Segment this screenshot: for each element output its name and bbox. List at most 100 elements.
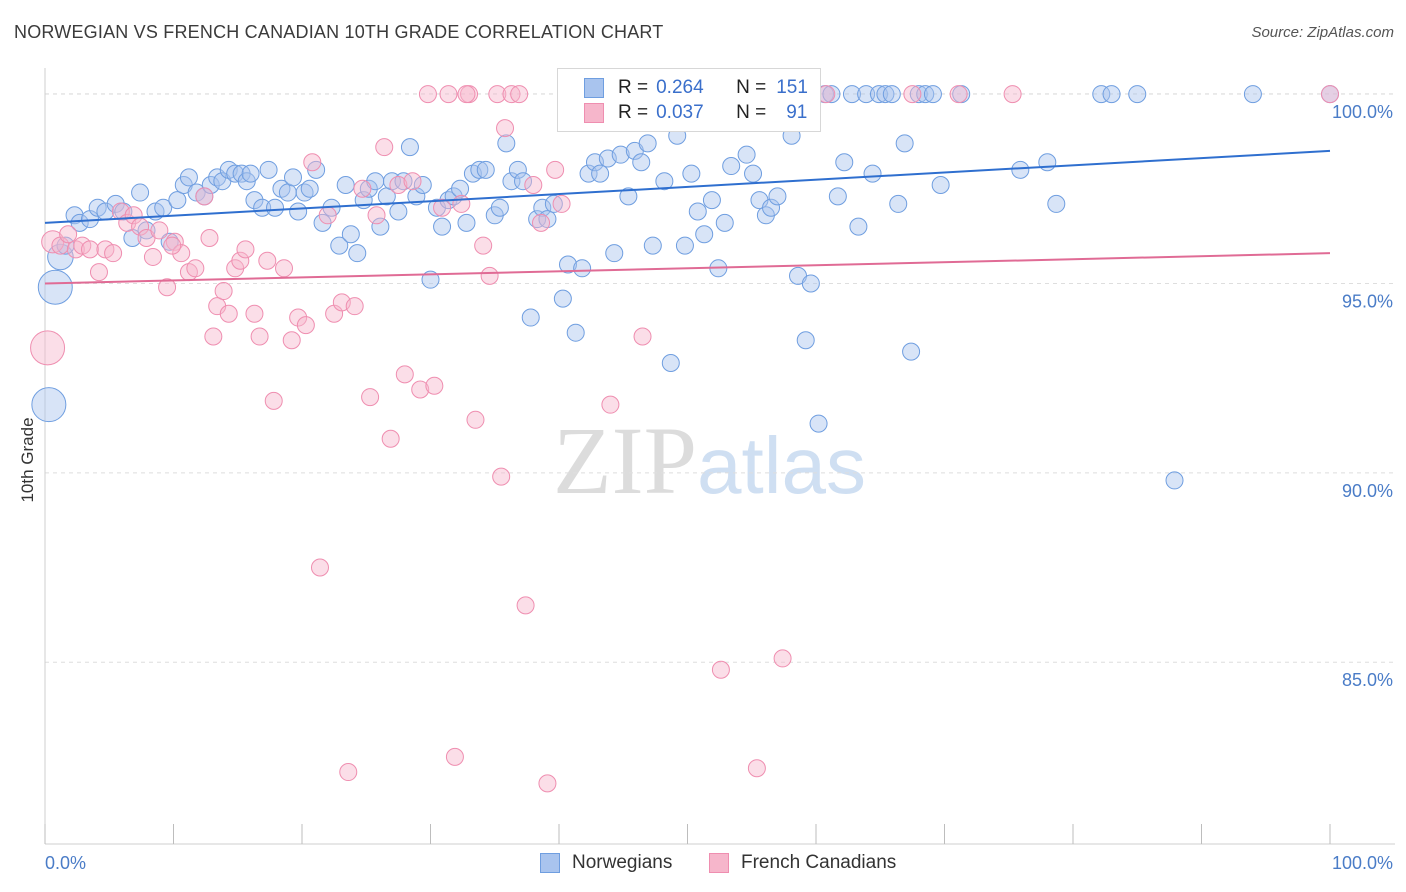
legend-label-french-canadians: French Canadians xyxy=(741,852,897,873)
r-value: 0.264 xyxy=(656,77,704,98)
norwegian-point xyxy=(909,85,928,104)
french-canadian-point xyxy=(318,206,337,225)
french-canadian-point xyxy=(250,327,269,346)
french-canadian-point xyxy=(172,244,191,263)
norwegian-point xyxy=(330,236,349,255)
french-canadian-point xyxy=(711,660,730,679)
r-value: 0.037 xyxy=(656,102,704,123)
norwegian-point xyxy=(809,414,828,433)
french-canadian-point xyxy=(439,85,458,104)
norwegian-point xyxy=(842,85,861,104)
french-canadian-point xyxy=(214,282,233,301)
french-canadian-point xyxy=(204,327,223,346)
x-tick-label: 0.0% xyxy=(45,853,86,873)
norwegian-point xyxy=(359,179,378,198)
norwegian-point xyxy=(259,160,278,179)
french-canadian-point xyxy=(466,410,485,429)
french-canadian-point xyxy=(345,297,364,316)
norwegian-point xyxy=(1165,471,1184,490)
french-canadian-point xyxy=(353,179,372,198)
norwegian-point xyxy=(497,134,516,153)
norwegians-swatch xyxy=(584,78,604,98)
legend-item-french-canadians[interactable]: French Canadians xyxy=(709,852,896,874)
french-canadian-point xyxy=(375,138,394,157)
watermark: ZIPatlas xyxy=(553,405,866,516)
x-tick-label: 100.0% xyxy=(1332,853,1393,873)
norwegian-point xyxy=(801,274,820,293)
french-canadian-point xyxy=(403,172,422,191)
french-canadian-point xyxy=(411,380,430,399)
norwegian-point xyxy=(284,168,303,187)
french-canadian-point xyxy=(186,259,205,278)
french-canadian-point xyxy=(433,198,452,217)
norwegian-point xyxy=(931,175,950,194)
norwegian-point xyxy=(744,164,763,183)
french-canadian-point xyxy=(258,251,277,270)
french-canadian-point xyxy=(303,153,322,172)
french-canadian-point xyxy=(59,225,78,244)
norwegian-point xyxy=(715,213,734,232)
norwegian-point xyxy=(923,85,942,104)
watermark-zip: ZIP xyxy=(553,407,697,514)
french-canadian-point xyxy=(289,308,308,327)
norwegian-point xyxy=(278,183,297,202)
french-canadian-point xyxy=(361,388,380,407)
norwegian-point xyxy=(544,194,563,213)
norwegian-point xyxy=(201,175,220,194)
norwegian-point xyxy=(476,160,495,179)
french-canadian-point xyxy=(124,206,143,225)
french-canadian-point xyxy=(633,327,652,346)
french-canadian-point xyxy=(1321,85,1339,104)
legend-swatch-french-canadians xyxy=(709,853,729,873)
french-canadian-point xyxy=(195,187,214,206)
french-canadian-point xyxy=(747,759,766,778)
norwegian-point xyxy=(451,179,470,198)
norwegian-point xyxy=(1038,153,1057,172)
norwegian-point xyxy=(289,202,308,221)
norwegian-point xyxy=(407,187,426,206)
stats-legend-row-french-canadians: R = 0.037 N = 91 xyxy=(584,101,807,125)
french-canadian-point xyxy=(532,213,551,232)
french-canadians-swatch xyxy=(584,103,604,123)
norwegians-trend-line xyxy=(44,149,1331,224)
french-canadian-point xyxy=(80,240,99,259)
norwegian-point xyxy=(553,289,572,308)
french-canadian-point xyxy=(524,175,543,194)
french-canadian-point xyxy=(488,85,507,104)
norwegian-point xyxy=(1243,85,1262,104)
french-canadian-point xyxy=(219,304,238,323)
french-canadian-point xyxy=(773,649,792,668)
french-canadian-point xyxy=(496,119,515,138)
norwegian-point xyxy=(389,202,408,221)
chart-title: NORWEGIAN VS FRENCH CANADIAN 10TH GRADE … xyxy=(14,22,664,42)
french-canadian-point xyxy=(452,194,471,213)
french-canadian-point xyxy=(601,395,620,414)
french-canadian-point xyxy=(395,365,414,384)
french-canadian-point xyxy=(367,206,386,225)
french-canadian-point xyxy=(480,266,499,285)
french-canadian-point xyxy=(502,85,521,104)
french-canadian-point xyxy=(425,376,444,395)
norwegian-point xyxy=(341,225,360,244)
french-canadian-point xyxy=(546,160,565,179)
series-legend: Norwegians French Canadians xyxy=(0,852,1406,878)
n-value: 151 xyxy=(776,77,808,98)
norwegian-point xyxy=(835,153,854,172)
french-canadian-point xyxy=(245,304,264,323)
french-canadian-point xyxy=(418,85,437,104)
n-key: N = xyxy=(736,77,767,98)
norwegian-point xyxy=(882,85,901,104)
french-canadian-point xyxy=(264,391,283,410)
norwegian-point xyxy=(558,255,577,274)
norwegian-point xyxy=(682,164,701,183)
source-label: Source: ZipAtlas.com xyxy=(1251,24,1394,41)
y-tick-label: 90.0% xyxy=(1342,481,1393,501)
norwegian-point xyxy=(688,202,707,221)
norwegian-point xyxy=(695,225,714,244)
french-canadian-point xyxy=(903,85,922,104)
norwegian-point xyxy=(348,244,367,263)
norwegian-point xyxy=(70,213,89,232)
legend-item-norwegians[interactable]: Norwegians xyxy=(540,852,672,874)
norwegian-point xyxy=(400,138,419,157)
norwegian-point xyxy=(902,342,921,361)
